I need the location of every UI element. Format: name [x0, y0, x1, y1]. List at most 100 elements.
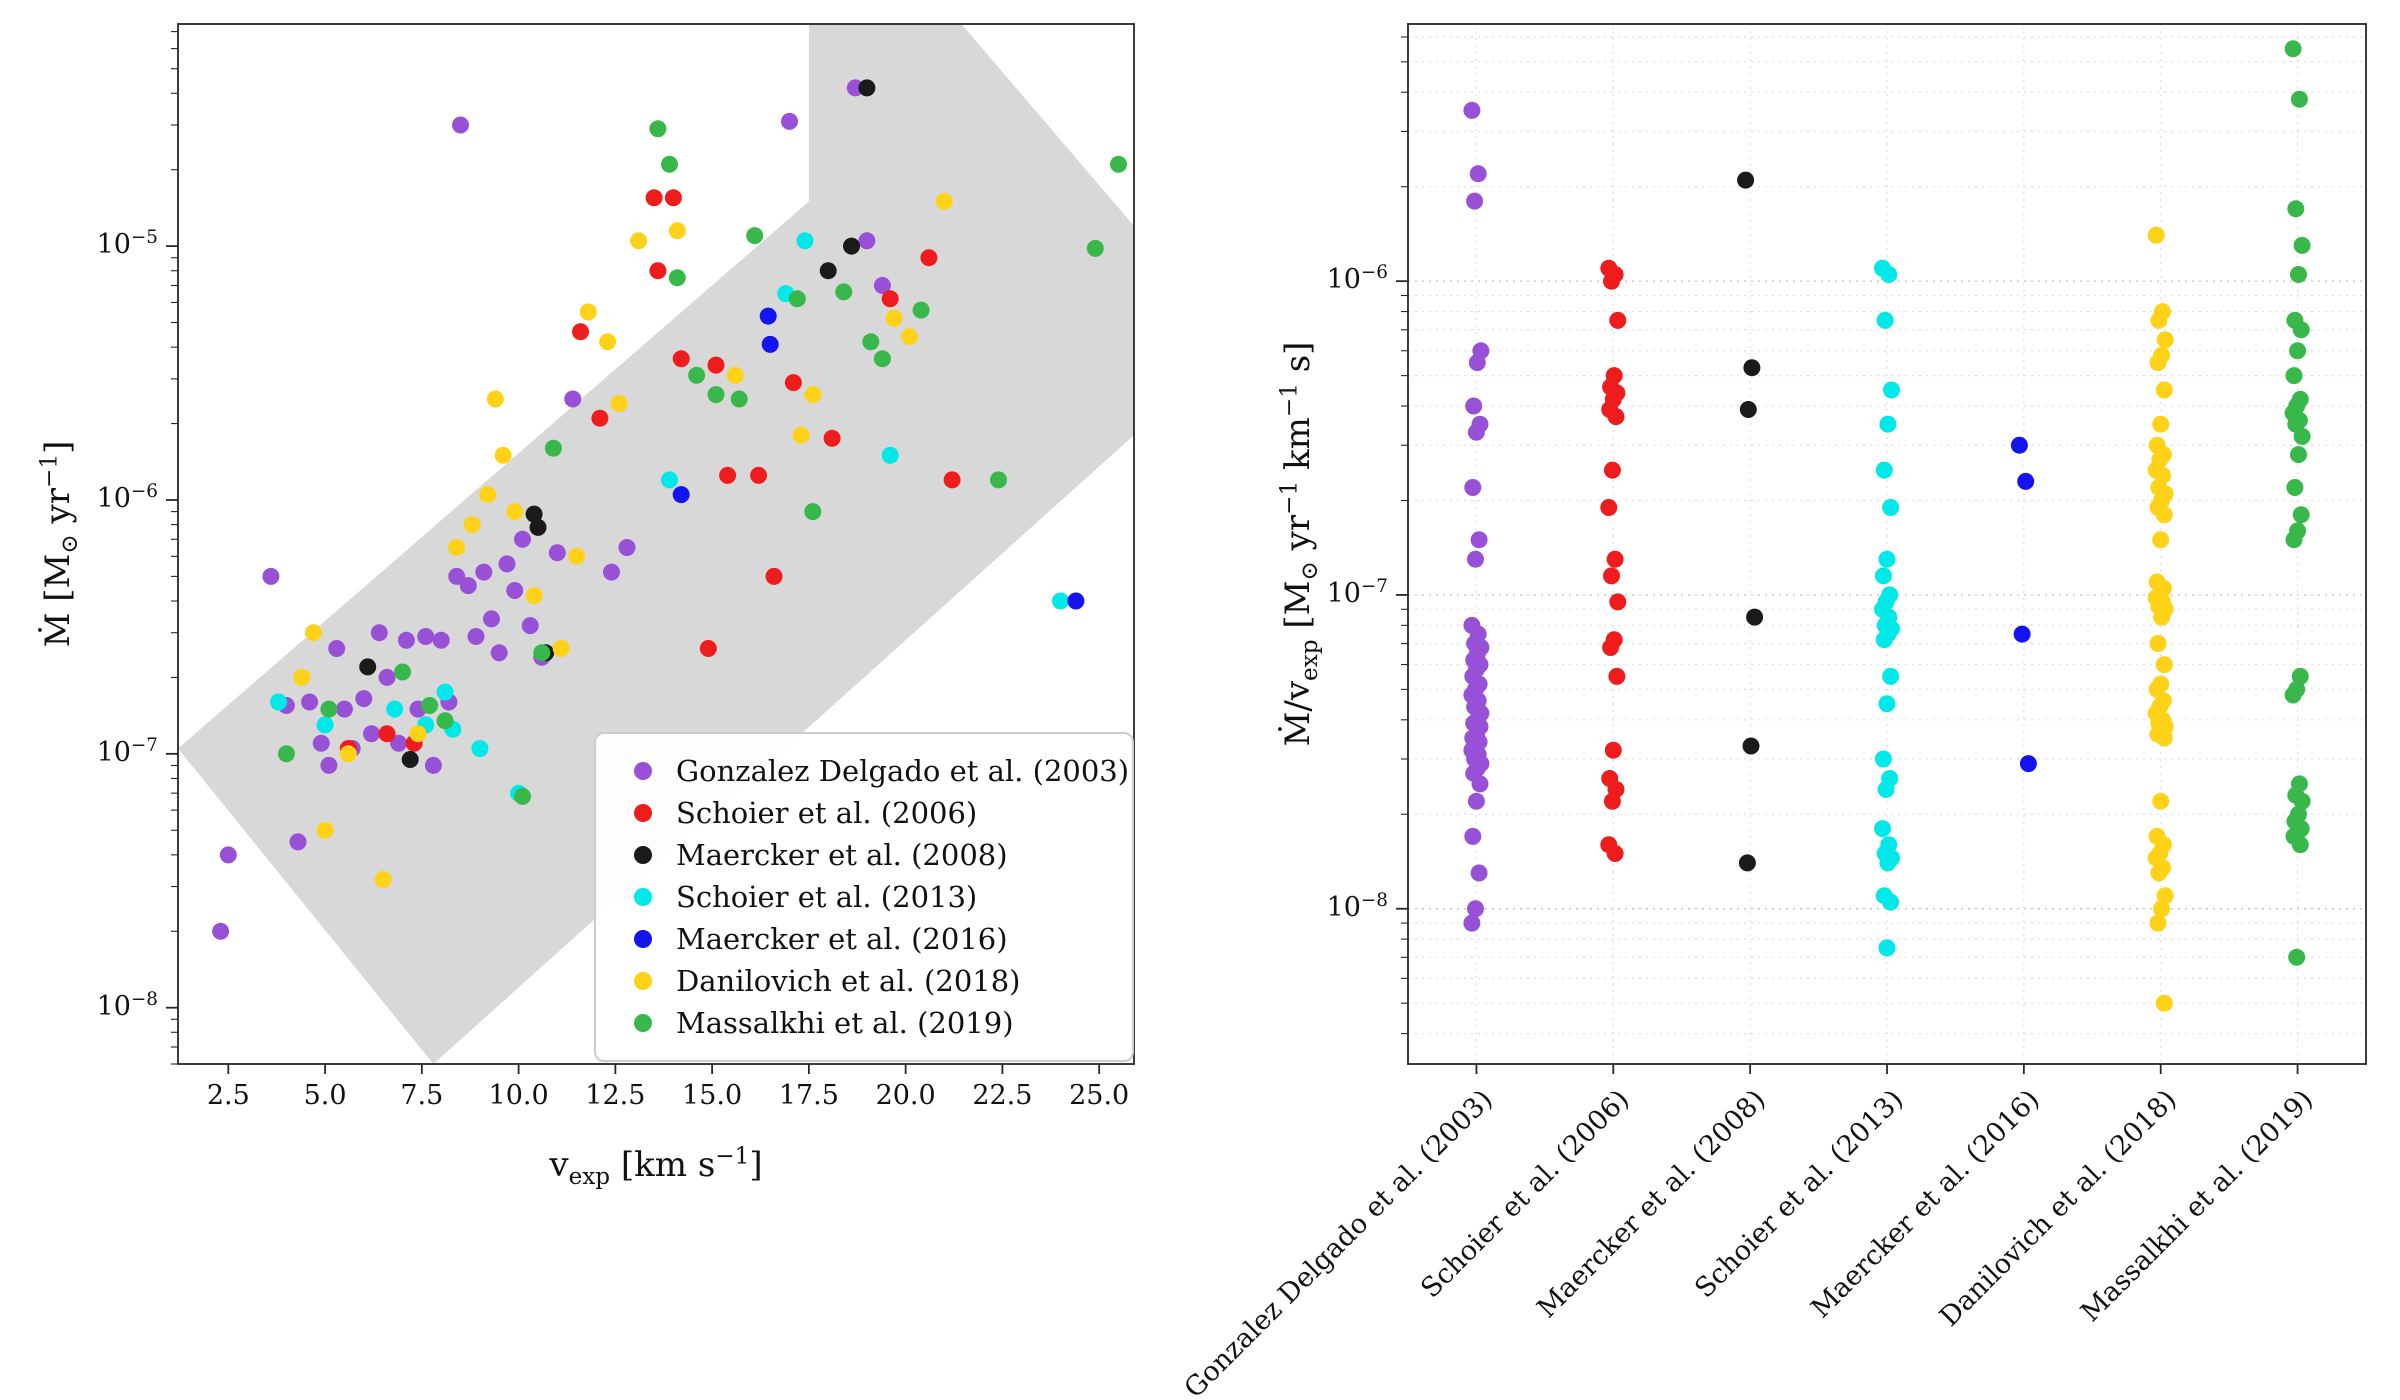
legend-item: Danilovich et al. (2018)	[616, 960, 1132, 1002]
legend-marker	[634, 930, 652, 948]
data-point	[506, 503, 524, 521]
data-point	[1052, 592, 1069, 610]
data-point	[432, 631, 450, 649]
legend-marker	[634, 972, 652, 990]
data-point	[858, 79, 876, 97]
data-point	[525, 587, 543, 605]
data-point	[1463, 914, 1481, 932]
data-point	[448, 567, 466, 585]
data-point	[761, 335, 779, 353]
data-point	[2287, 200, 2305, 218]
y-tick-label: 10−7	[1326, 575, 1388, 609]
data-point	[486, 390, 504, 408]
data-point	[579, 303, 597, 321]
data-point	[498, 555, 516, 573]
data-point	[2150, 864, 2168, 882]
data-point	[990, 471, 1007, 489]
data-point	[618, 539, 636, 556]
data-point	[819, 262, 837, 280]
data-point	[320, 756, 338, 774]
data-point	[2291, 836, 2309, 854]
data-point	[506, 582, 524, 599]
data-point	[1469, 165, 1487, 183]
data-point	[750, 466, 768, 484]
data-point	[881, 446, 899, 464]
data-point	[401, 751, 419, 768]
data-point	[2153, 608, 2171, 626]
data-point	[2149, 354, 2167, 372]
data-point	[2156, 887, 2174, 905]
data-point	[1875, 631, 1893, 649]
data-point	[719, 466, 737, 484]
data-point	[823, 429, 841, 447]
data-point	[649, 262, 667, 280]
data-point	[649, 120, 667, 138]
data-point	[1882, 499, 1900, 516]
data-point	[374, 871, 392, 888]
data-point	[668, 269, 686, 287]
data-point	[2155, 506, 2173, 524]
data-point	[2150, 311, 2168, 329]
data-point	[2019, 755, 2037, 773]
data-point	[2292, 321, 2310, 339]
data-point	[2017, 472, 2035, 490]
data-point	[1467, 792, 1485, 810]
data-point	[1602, 639, 1620, 656]
data-point	[1470, 531, 1488, 549]
data-point	[2293, 792, 2311, 810]
data-point	[564, 390, 582, 408]
data-point	[920, 249, 938, 267]
data-point	[293, 668, 311, 686]
category-tick-label: Maercker et al. (2008)	[1531, 1084, 1773, 1325]
y-tick-label: 10−8	[96, 988, 158, 1022]
x-tick-label: 10.0	[488, 1080, 549, 1111]
data-point	[1086, 239, 1104, 257]
data-point	[1606, 550, 1624, 568]
data-point	[664, 189, 682, 207]
data-point	[328, 640, 346, 657]
data-point	[1603, 461, 1621, 479]
data-point	[436, 712, 454, 730]
y-tick-label: 10−7	[96, 734, 158, 768]
legend-label: Maercker et al. (2008)	[676, 838, 1008, 872]
data-point	[1737, 171, 1755, 189]
shaded-band	[178, 24, 1134, 1064]
x-tick-label: 15.0	[682, 1080, 743, 1111]
data-point	[1738, 854, 1756, 872]
data-point	[746, 227, 764, 245]
data-point	[289, 833, 307, 851]
data-point	[335, 700, 353, 718]
data-point	[467, 628, 485, 645]
data-point	[901, 328, 918, 346]
data-point	[452, 116, 469, 134]
data-point	[1876, 311, 1894, 329]
data-point	[862, 333, 880, 351]
data-point	[1467, 900, 1484, 918]
data-point	[873, 350, 891, 368]
data-point	[1879, 854, 1897, 872]
data-point	[1883, 381, 1900, 399]
data-point	[2293, 427, 2311, 445]
data-point	[2149, 914, 2167, 932]
data-point	[781, 112, 798, 130]
data-point	[301, 693, 319, 711]
data-point	[835, 283, 853, 301]
data-point	[1600, 499, 1618, 516]
data-point	[943, 471, 961, 489]
data-point	[1880, 266, 1898, 283]
legend-marker	[634, 888, 652, 906]
data-point	[784, 374, 802, 392]
data-point	[568, 547, 586, 565]
data-point	[1878, 550, 1896, 568]
category-tick-label: Massalkhi et al. (2019)	[2075, 1084, 2320, 1329]
data-point	[912, 301, 930, 319]
data-point	[2284, 40, 2302, 58]
data-point	[1604, 741, 1622, 759]
data-point	[521, 617, 539, 635]
data-point	[688, 366, 706, 384]
legend-label: Schoier et al. (2006)	[676, 796, 978, 830]
y-axis-label: Ṁ [M⊙ yr−1]	[36, 440, 83, 648]
data-point	[2152, 415, 2170, 433]
